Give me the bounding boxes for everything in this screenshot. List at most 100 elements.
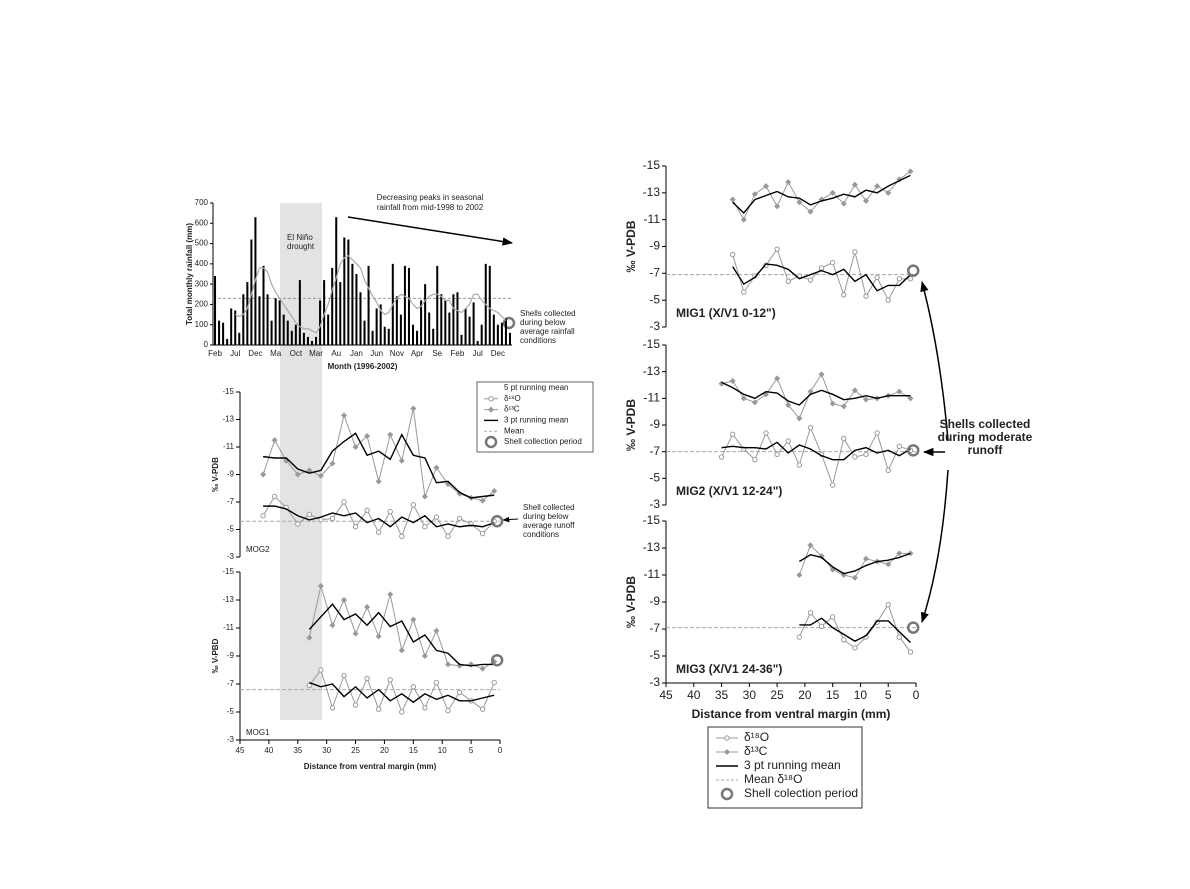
x-axis-title: Month (1996-2002) [328, 362, 398, 371]
point [774, 375, 781, 382]
point [306, 511, 313, 518]
y-tick-label: -11 [644, 567, 661, 581]
x-tick-label: 25 [351, 746, 360, 755]
point [421, 653, 428, 659]
x-tick-label: 5 [885, 688, 892, 702]
legend-label: Mean [504, 426, 524, 435]
y-axis-title: ‰ V-PDB [624, 576, 638, 628]
legend-symbol [724, 735, 730, 741]
annotation-line: Decreasing peaks in seasonal [377, 193, 484, 202]
bar [242, 294, 245, 345]
y-tick-label: -5 [649, 292, 660, 306]
bar [294, 324, 297, 345]
point [491, 488, 498, 494]
bar [407, 267, 410, 345]
bar [472, 302, 475, 345]
bar [319, 300, 322, 345]
legend-symbol [724, 749, 730, 755]
point [479, 665, 486, 672]
point [445, 533, 451, 540]
bar [226, 338, 229, 345]
point [907, 649, 914, 655]
point [329, 705, 336, 711]
x-tick-label: 45 [659, 688, 673, 702]
panel-label: MIG1 (X/V1 0-12") [676, 306, 776, 320]
point [729, 251, 736, 258]
bar [274, 298, 277, 345]
series-line [798, 552, 911, 575]
point [718, 380, 725, 387]
point [851, 387, 858, 394]
bar [270, 320, 273, 345]
point [785, 438, 791, 444]
x-tick-label: 0 [498, 746, 503, 755]
bar [460, 334, 463, 345]
bar [218, 320, 221, 345]
annotation-line: Shell collected [523, 503, 575, 512]
point [329, 622, 336, 629]
y-tick-label: -3 [649, 319, 660, 333]
point [410, 502, 417, 508]
x-tick-label: Jul [230, 349, 240, 358]
y-tick-label: -9 [227, 470, 235, 479]
bar [496, 324, 499, 345]
point [421, 493, 428, 500]
bar [432, 328, 435, 345]
collection-ring [906, 444, 920, 457]
bar [371, 330, 374, 345]
point [907, 168, 914, 175]
y-tick-label: -7 [227, 679, 235, 688]
y-axis-title: Total monthly rainfall (mm) [185, 223, 194, 325]
point [352, 630, 359, 637]
y-tick-label: -11 [223, 623, 235, 632]
point [295, 521, 301, 527]
legend-label: 5 pt running mean [504, 383, 569, 392]
point [729, 196, 736, 203]
bar [504, 318, 507, 345]
y-tick-label: 100 [195, 320, 209, 329]
point [364, 675, 370, 682]
point [445, 707, 451, 714]
y-tick-label: -7 [649, 444, 660, 458]
point [907, 276, 914, 282]
point [907, 395, 914, 402]
bar [383, 326, 386, 345]
bar [335, 217, 338, 345]
y-tick-label: 400 [195, 259, 209, 268]
point [818, 265, 825, 271]
point [863, 555, 869, 562]
x-tick-label: Ma [270, 349, 282, 358]
series-line [308, 584, 495, 670]
point [829, 614, 836, 620]
bar [444, 300, 447, 345]
point [851, 181, 858, 188]
bar [238, 332, 241, 345]
bar [416, 330, 419, 345]
bar [387, 328, 390, 345]
legend-symbol [488, 396, 494, 402]
bar [399, 314, 402, 345]
x-tick-label: Mar [309, 349, 323, 358]
legend-label: Shell colection period [744, 786, 858, 800]
bar [222, 322, 225, 345]
bar [266, 294, 269, 345]
point [807, 277, 814, 283]
y-tick-label: -13 [643, 540, 661, 554]
y-tick-label: -15 [643, 158, 661, 172]
pointer-arrow [920, 280, 949, 441]
point [341, 499, 347, 505]
point [818, 623, 825, 629]
bar [428, 312, 431, 345]
series-line [799, 617, 911, 644]
legend-box [707, 726, 863, 809]
mean-curve [234, 255, 507, 334]
point [874, 183, 881, 190]
series-line [263, 505, 495, 528]
y-tick-label: -15 [643, 513, 661, 527]
bar [262, 265, 265, 345]
bar [464, 308, 467, 345]
legend-label: 3 pt running mean [744, 758, 841, 772]
point [456, 689, 463, 696]
y-tick-label: -5 [227, 525, 235, 534]
series-line [732, 170, 911, 221]
